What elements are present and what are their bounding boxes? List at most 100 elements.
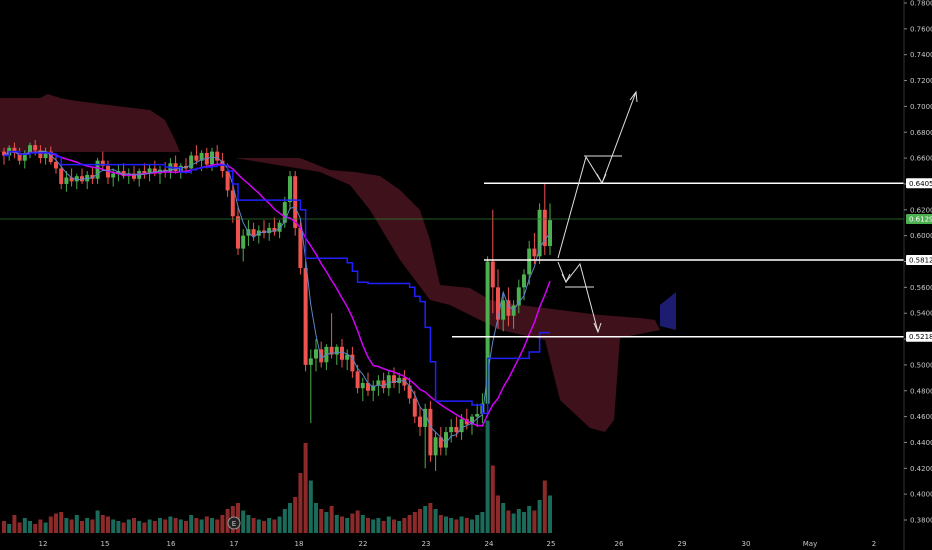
candle-body (360, 382, 365, 389)
volume-bar (69, 519, 74, 533)
x-tick-label: 25 (547, 540, 556, 548)
candle-body (210, 151, 214, 165)
volume-bar (100, 515, 105, 533)
candle-body (54, 161, 58, 169)
candle-body (371, 385, 376, 391)
x-tick-label: 15 (101, 540, 110, 548)
candle-body (433, 437, 438, 456)
volume-bar (314, 503, 318, 533)
volume-bar (147, 519, 152, 533)
candle-body (225, 171, 230, 191)
volume-bar (444, 516, 448, 533)
price-tag-label: 0.6405 (909, 180, 932, 188)
candle-body (459, 419, 464, 433)
volume-bar (142, 522, 147, 533)
volume-bar (532, 510, 537, 533)
candle-body (90, 174, 95, 179)
candle-body (548, 220, 552, 246)
volume-bar (220, 515, 225, 533)
volume-bar (158, 518, 162, 533)
cloud-shape-2 (235, 158, 660, 432)
candle-body (267, 227, 272, 234)
arrow-head-mid (596, 173, 607, 185)
volume-bar (324, 512, 329, 533)
candle-body (428, 408, 433, 456)
volume-bar (272, 519, 277, 533)
volume-bar (293, 497, 298, 533)
x-tick-label: 2 (872, 540, 876, 548)
volume-bar (412, 512, 417, 533)
candle-body (470, 416, 474, 425)
volume-bar (522, 512, 526, 533)
volume-bar (210, 518, 214, 533)
candle-body (319, 349, 324, 363)
volume-bar (178, 519, 183, 533)
price-tag (906, 331, 932, 342)
cloud-shape (0, 94, 180, 152)
price-tag (906, 254, 932, 265)
candle-body (475, 414, 480, 417)
volume-bar (251, 518, 256, 533)
volume-bar (464, 518, 469, 533)
volume-bar (288, 503, 292, 533)
x-tick-label: 18 (295, 540, 304, 548)
ichimoku-cloud (0, 94, 676, 432)
candle-body (17, 152, 22, 161)
volume-bar (90, 519, 95, 533)
base-line-blue (4, 150, 550, 415)
volume-bar (485, 420, 490, 533)
volume-bar (350, 513, 355, 533)
volume-bar (189, 515, 194, 533)
candle-body (423, 408, 428, 427)
candle-body (376, 380, 381, 386)
candle-body (95, 160, 100, 179)
indicator-lines (0, 150, 904, 444)
candle-body (189, 155, 194, 169)
volume-bar (360, 515, 365, 533)
volume-bar (308, 480, 313, 533)
volume-bar (475, 515, 480, 533)
volume-bar (542, 480, 547, 533)
x-tick-label: 24 (485, 540, 494, 548)
x-tick-label: 16 (167, 540, 176, 548)
volume-bar (225, 509, 230, 533)
candle-body (100, 160, 105, 166)
volume-bar (173, 518, 178, 533)
volume-bar (163, 519, 168, 533)
volume-bar (152, 521, 157, 533)
candle-body (381, 380, 386, 389)
volume-bar (334, 515, 339, 533)
drawings: E (227, 90, 904, 530)
volume-bar (454, 519, 459, 533)
volume-bar (33, 524, 38, 533)
volume-bar (319, 509, 324, 533)
candle-body (438, 437, 443, 448)
arrow-head-up (629, 90, 638, 103)
candle-body (485, 261, 490, 404)
volume-bar (459, 516, 464, 533)
volume-bar (246, 515, 251, 533)
volume-bar (407, 515, 412, 533)
candle-body (74, 176, 79, 182)
volume-bar (137, 521, 142, 533)
x-tick-label: 29 (678, 540, 687, 548)
candle-body (64, 177, 69, 184)
volume-bar (511, 513, 516, 533)
x-tick-label: 17 (230, 540, 239, 548)
candle-body (355, 371, 360, 389)
candle-body (501, 300, 506, 320)
candle-body (272, 227, 277, 232)
candle-body (308, 358, 313, 365)
volume-bar (54, 513, 58, 533)
volume-bar (501, 503, 506, 533)
volume-bar (168, 516, 173, 533)
volume-bar (418, 509, 422, 533)
